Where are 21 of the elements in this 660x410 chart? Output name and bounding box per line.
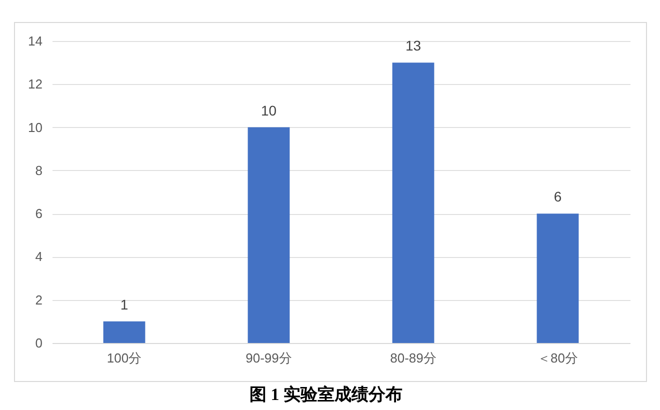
data-label: 13 (405, 38, 422, 54)
y-tick-label: 14 (28, 34, 42, 48)
bar (248, 127, 290, 343)
x-tick-label: ＜80分 (538, 350, 578, 366)
y-tick-label: 0 (35, 336, 42, 350)
y-tick-label: 2 (35, 292, 42, 308)
x-tick-label: 100分 (106, 350, 142, 366)
data-label: 6 (554, 188, 562, 205)
y-tick-label: 12 (28, 76, 42, 92)
data-label: 10 (260, 102, 277, 118)
data-label: 1 (120, 296, 128, 312)
y-tick-label: 4 (35, 249, 42, 264)
y-tick-label: 6 (35, 206, 42, 222)
bar (103, 321, 146, 343)
bar (392, 62, 434, 343)
x-tick-label: 80-89分 (390, 350, 436, 366)
x-tick-label: 90-99分 (246, 350, 292, 366)
y-tick-label: 10 (28, 120, 42, 135)
text: 图 1 实验室成绩分布 (250, 385, 402, 404)
y-tick-label: 8 (35, 162, 42, 178)
bar (536, 214, 579, 343)
